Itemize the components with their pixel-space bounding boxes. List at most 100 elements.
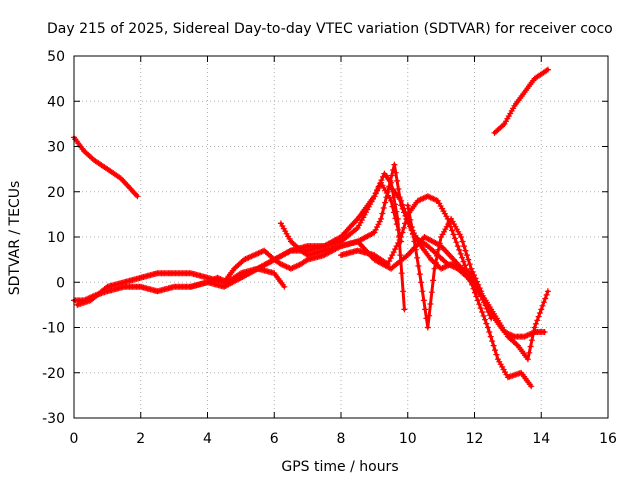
data-point — [206, 280, 209, 284]
data-point — [386, 190, 390, 194]
data-point — [119, 176, 123, 180]
data-point — [432, 267, 436, 271]
data-point — [446, 217, 450, 221]
x-tick-label: 6 — [270, 431, 279, 447]
data-point — [539, 307, 543, 311]
data-point — [189, 271, 193, 275]
data-point — [412, 240, 416, 244]
data-point — [356, 217, 360, 221]
data-point — [372, 258, 376, 262]
series-track-a — [71, 134, 141, 200]
data-point — [493, 131, 497, 135]
data-point — [139, 276, 143, 280]
data-point — [356, 240, 360, 244]
data-point — [135, 194, 139, 198]
data-point — [242, 258, 246, 262]
data-point — [459, 267, 463, 271]
data-point — [506, 335, 510, 339]
data-point — [469, 271, 473, 275]
data-point — [426, 194, 430, 198]
data-point — [222, 285, 226, 289]
data-point — [322, 249, 326, 253]
data-point — [406, 253, 410, 257]
data-point — [339, 240, 343, 244]
data-point — [546, 68, 550, 72]
data-point — [486, 326, 490, 329]
data-point — [396, 217, 400, 221]
data-point — [372, 230, 376, 234]
series-track-i — [404, 202, 485, 331]
data-point — [89, 298, 93, 302]
y-tick-label: -10 — [42, 321, 65, 337]
data-point — [503, 122, 507, 126]
data-point — [155, 289, 159, 293]
data-point — [105, 167, 109, 171]
data-point — [513, 104, 517, 108]
series-markers — [71, 134, 141, 200]
x-tick-label: 14 — [532, 431, 550, 447]
y-tick-label: 40 — [47, 94, 65, 110]
data-point — [389, 267, 393, 271]
data-point — [232, 267, 236, 271]
data-point — [272, 258, 276, 262]
data-point — [439, 235, 443, 239]
data-point — [406, 203, 410, 207]
data-point — [122, 280, 126, 284]
data-point — [82, 149, 86, 153]
data-point — [449, 262, 453, 266]
data-point — [389, 185, 393, 189]
series-line — [406, 203, 483, 329]
data-point — [105, 289, 109, 293]
chart-title: Day 215 of 2025, Sidereal Day-to-day VTE… — [47, 21, 613, 37]
data-point — [282, 285, 286, 289]
series-markers — [491, 66, 551, 136]
data-point — [172, 271, 176, 275]
y-tick-label: 50 — [47, 49, 65, 65]
data-point — [155, 271, 159, 275]
data-point — [299, 249, 303, 253]
x-tick-label: 8 — [337, 431, 346, 447]
data-point — [105, 285, 109, 289]
data-point — [469, 267, 473, 271]
data-point — [252, 253, 256, 257]
data-point — [272, 271, 276, 275]
data-point — [382, 172, 386, 176]
data-point — [322, 253, 326, 257]
data-point — [322, 244, 326, 248]
x-tick-label: 12 — [466, 431, 484, 447]
data-point — [75, 303, 79, 307]
data-point — [339, 244, 343, 248]
data-point — [402, 307, 406, 311]
data-point — [392, 163, 396, 167]
data-point — [516, 344, 520, 348]
data-point — [419, 280, 423, 284]
data-point — [356, 249, 360, 253]
data-point — [262, 249, 266, 253]
y-tick-label: -20 — [42, 366, 65, 382]
data-point — [399, 235, 403, 239]
x-tick-label: 0 — [70, 431, 79, 447]
data-point — [456, 244, 460, 248]
data-point — [306, 258, 310, 262]
data-point — [389, 199, 393, 203]
data-point — [289, 249, 293, 253]
data-point — [419, 244, 423, 248]
data-point — [306, 244, 310, 248]
data-point — [339, 235, 343, 239]
data-point — [533, 326, 537, 329]
data-point — [459, 235, 463, 239]
axes: 0 2 4 6 8 10 12 14 16 -30 -20 -10 0 10 20 30 40 50 — [42, 49, 617, 447]
x-axis-label: GPS time / hours — [281, 459, 398, 475]
data-point — [416, 199, 420, 203]
data-point — [436, 199, 440, 203]
data-point — [489, 316, 493, 320]
x-tick-label: 2 — [136, 431, 145, 447]
data-point — [476, 298, 480, 302]
data-point — [519, 371, 523, 375]
data-point — [489, 307, 493, 311]
data-point — [543, 330, 547, 334]
series-line — [339, 194, 533, 388]
data-point — [356, 226, 360, 230]
data-point — [523, 335, 527, 339]
